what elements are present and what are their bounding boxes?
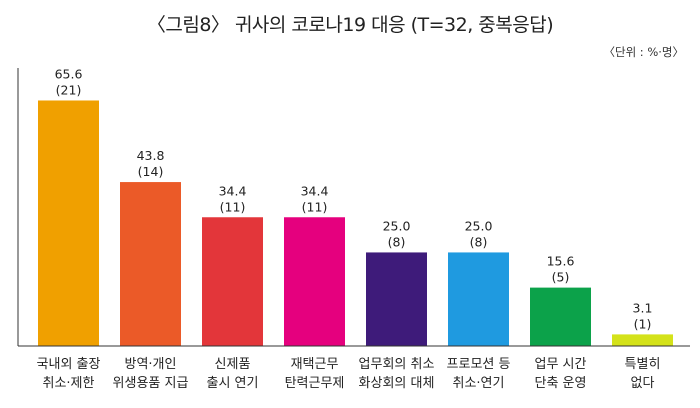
bar-1 (38, 100, 99, 347)
category-label-4-line-1: 재택근무 (291, 357, 339, 372)
category-label-1-line-1: 국내외 출장 (37, 357, 101, 372)
unit-note: 〈단위 : %·명〉 (603, 45, 684, 59)
bar-8 (612, 334, 673, 346)
bar-7 (530, 287, 591, 346)
category-label-7-line-2: 단축 운영 (535, 376, 587, 391)
category-label-4-line-2: 탄력근무제 (285, 376, 345, 391)
category-label-3-line-2: 출시 연기 (207, 376, 259, 391)
bar-2 (120, 182, 181, 346)
count-label-7: (5) (552, 270, 570, 285)
bar-5 (366, 252, 427, 346)
category-label-8-line-1: 특별히 (625, 357, 661, 372)
category-label-7-line-1: 업무 시간 (535, 357, 587, 372)
value-label-5: 25.0 (383, 218, 411, 233)
category-label-2-line-1: 방역·개인 (125, 357, 177, 372)
count-label-4: (11) (302, 199, 328, 214)
count-label-5: (8) (388, 234, 406, 249)
value-label-6: 25.0 (465, 218, 493, 233)
category-label-6-line-2: 취소·연기 (453, 376, 505, 391)
value-label-3: 34.4 (219, 183, 247, 198)
value-label-2: 43.8 (137, 148, 165, 163)
category-label-3-line-1: 신제품 (215, 357, 251, 372)
category-label-5-line-1: 업무회의 취소 (359, 357, 435, 372)
count-label-6: (8) (470, 234, 488, 249)
value-label-8: 3.1 (633, 300, 653, 315)
category-label-5-line-2: 화상회의 대체 (359, 376, 435, 391)
bars-group (38, 100, 673, 347)
value-label-1: 65.6 (55, 66, 83, 81)
count-label-3: (11) (220, 199, 246, 214)
bar-6 (448, 252, 509, 346)
count-label-8: (1) (634, 316, 652, 331)
category-label-1-line-2: 취소·제한 (43, 376, 95, 391)
value-label-4: 34.4 (301, 183, 329, 198)
category-label-8-line-2: 없다 (631, 376, 655, 391)
bar-4 (284, 217, 345, 346)
chart-title: 〈그림8〉 귀사의 코로나19 대응 (T=32, 중복응답) (146, 14, 554, 36)
value-label-7: 15.6 (547, 254, 575, 269)
count-label-2: (14) (138, 164, 164, 179)
bar-3 (202, 217, 263, 346)
count-label-1: (21) (56, 82, 82, 97)
category-label-6-line-1: 프로모션 등 (447, 357, 511, 372)
category-label-2-line-2: 위생용품 지급 (113, 376, 189, 391)
